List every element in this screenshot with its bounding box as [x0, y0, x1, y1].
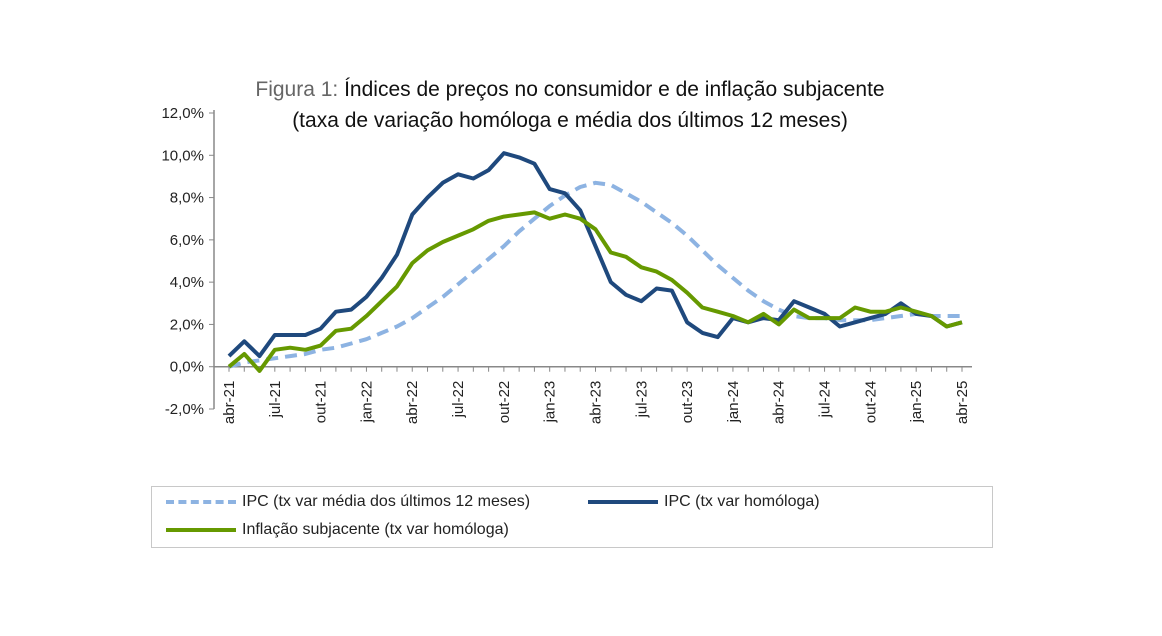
- legend-item-ipc: IPC (tx var homóloga): [588, 493, 820, 511]
- legend-item-core: Inflação subjacente (tx var homóloga): [166, 521, 509, 539]
- x-tick-label: jan-22: [358, 381, 375, 424]
- legend-swatch: [166, 528, 236, 532]
- y-tick-label: 4,0%: [170, 274, 204, 291]
- y-tick-label: -2,0%: [165, 401, 204, 418]
- legend-swatch: [166, 500, 236, 504]
- x-tick-label: out-21: [313, 381, 330, 424]
- legend-swatch: [588, 500, 658, 504]
- x-tick-label: abr-24: [771, 381, 788, 424]
- y-tick-label: 6,0%: [170, 232, 204, 249]
- x-tick-label: jul-24: [817, 381, 834, 419]
- x-tick-label: jan-25: [908, 381, 925, 424]
- x-tick-label: abr-25: [954, 381, 971, 424]
- x-tick-label: jul-22: [450, 381, 467, 419]
- legend: IPC (tx var média dos últimos 12 meses) …: [151, 486, 993, 548]
- x-tick-label: jan-23: [542, 381, 559, 424]
- legend-label: IPC (tx var homóloga): [664, 493, 820, 510]
- x-tick-label: jan-24: [725, 381, 742, 424]
- x-tick-label: jul-23: [633, 381, 650, 419]
- y-tick-label: 10,0%: [161, 147, 204, 164]
- x-tick-label: abr-22: [404, 381, 421, 424]
- series-line-2: [227, 210, 963, 373]
- chart-subtitle: (taxa de variação homóloga e média dos ú…: [292, 109, 848, 132]
- y-tick-label: 2,0%: [170, 316, 204, 333]
- x-tick-label: abr-23: [588, 381, 605, 424]
- legend-label: Inflação subjacente (tx var homóloga): [242, 521, 509, 538]
- y-tick-label: 0,0%: [170, 359, 204, 376]
- chart-title: Figura 1: Índices de preços no consumido…: [0, 78, 1140, 102]
- legend-item-ipc-avg: IPC (tx var média dos últimos 12 meses): [166, 493, 530, 511]
- legend-label: IPC (tx var média dos últimos 12 meses): [242, 493, 531, 510]
- title-text: Índices de preços no consumidor e de inf…: [344, 78, 885, 101]
- series-line-1: [227, 151, 963, 359]
- figure-label: Figura 1:: [255, 78, 339, 101]
- y-tick-label: 8,0%: [170, 190, 204, 207]
- y-tick-label: 12,0%: [161, 105, 204, 122]
- series-line-0: [228, 180, 962, 369]
- x-tick-label: abr-21: [221, 381, 238, 424]
- x-tick-label: jul-21: [267, 381, 284, 419]
- x-tick-label: out-23: [679, 381, 696, 424]
- x-tick-label: out-24: [862, 381, 879, 424]
- x-tick-label: out-22: [496, 381, 513, 424]
